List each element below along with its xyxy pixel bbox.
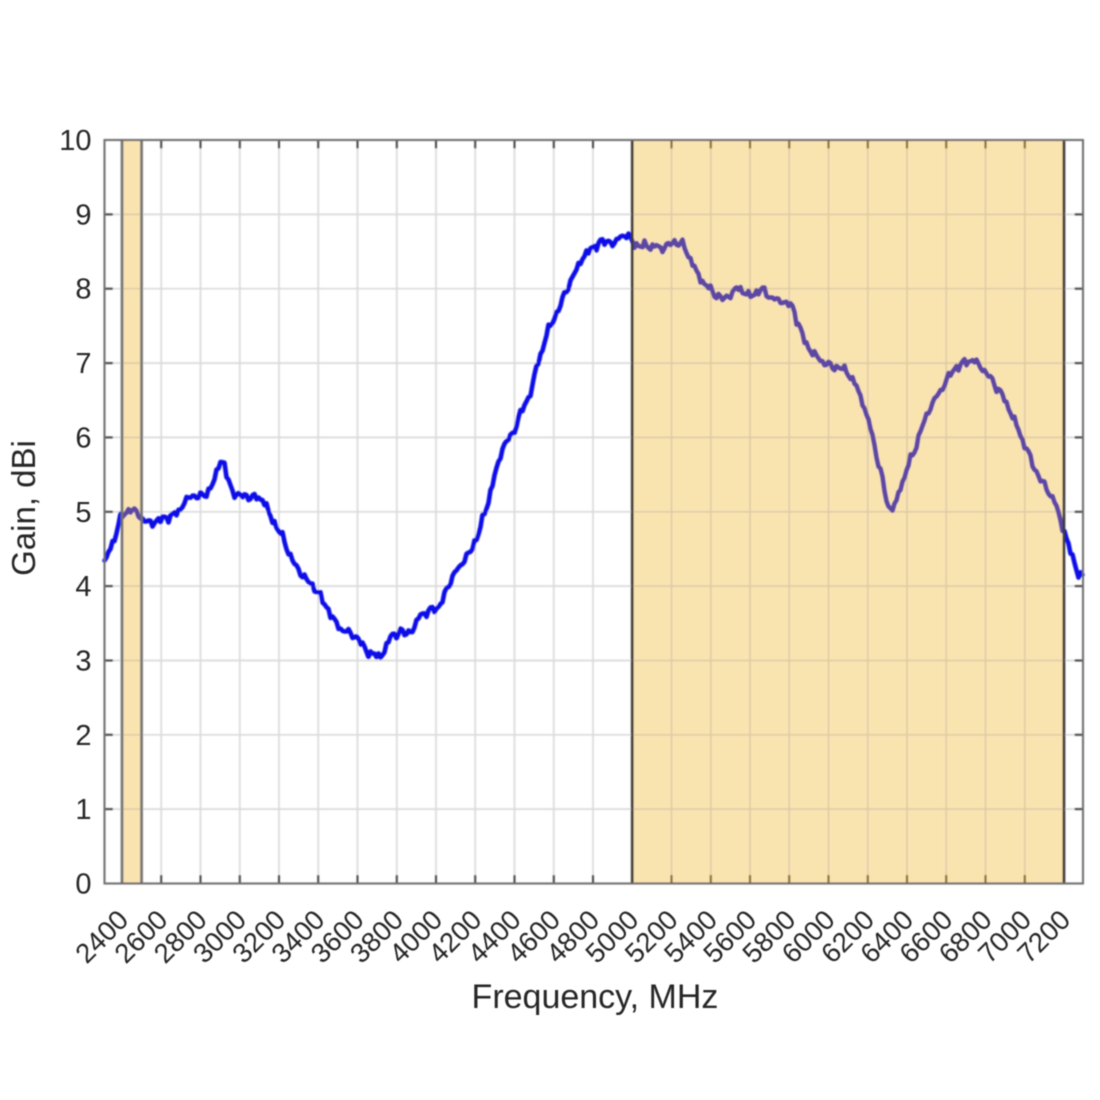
- svg-text:2: 2: [75, 720, 91, 752]
- svg-text:9: 9: [75, 199, 91, 231]
- svg-text:Frequency, MHz: Frequency, MHz: [472, 978, 719, 1016]
- svg-text:3: 3: [75, 646, 91, 678]
- svg-text:0: 0: [75, 869, 91, 901]
- svg-text:10: 10: [59, 125, 91, 157]
- svg-text:8: 8: [75, 274, 91, 306]
- svg-text:4: 4: [75, 571, 91, 603]
- svg-text:Gain, dBi: Gain, dBi: [5, 440, 42, 576]
- svg-text:6: 6: [75, 422, 91, 454]
- svg-text:7: 7: [75, 348, 91, 380]
- svg-text:1: 1: [75, 794, 91, 826]
- svg-text:5: 5: [75, 497, 91, 529]
